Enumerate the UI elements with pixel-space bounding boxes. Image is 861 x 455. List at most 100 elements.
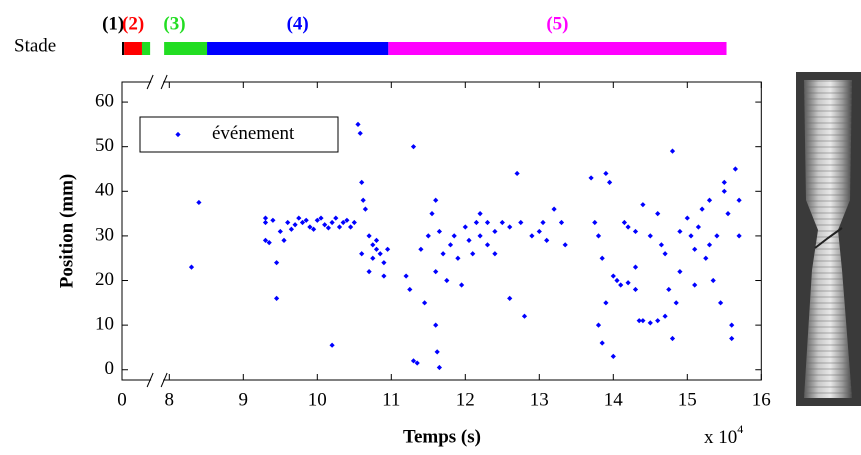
point xyxy=(410,144,417,150)
stage-label: Stade xyxy=(14,35,56,56)
point xyxy=(710,277,716,284)
point xyxy=(351,219,357,226)
axis-break-mark xyxy=(160,372,168,388)
point xyxy=(632,286,639,293)
point xyxy=(274,295,280,301)
point xyxy=(658,242,664,248)
point xyxy=(714,233,720,239)
point xyxy=(647,233,653,239)
y-tick-label: 0 xyxy=(105,358,115,379)
x-multiplier-exponent: 4 xyxy=(737,422,743,436)
point xyxy=(292,222,298,228)
point xyxy=(333,215,339,221)
point xyxy=(362,206,368,212)
point xyxy=(348,224,354,230)
series xyxy=(188,121,742,371)
point xyxy=(614,277,620,284)
point xyxy=(366,233,372,239)
point xyxy=(607,179,613,185)
point xyxy=(662,313,668,319)
point xyxy=(433,197,439,203)
point xyxy=(655,211,661,217)
stage-bar xyxy=(207,42,389,55)
y-tick-label: 40 xyxy=(95,180,114,201)
point xyxy=(603,170,609,177)
point xyxy=(492,251,498,257)
y-tick-label: 20 xyxy=(95,269,114,290)
point xyxy=(285,219,291,226)
point xyxy=(359,251,365,257)
point xyxy=(425,233,431,239)
y-axis-label: Position (mm) xyxy=(56,174,77,289)
point xyxy=(673,300,679,306)
stage-name: (3) xyxy=(163,13,185,34)
point xyxy=(618,282,624,288)
point xyxy=(311,226,317,232)
point xyxy=(422,300,428,306)
point xyxy=(666,286,672,293)
point xyxy=(436,364,442,371)
point xyxy=(473,219,479,226)
point xyxy=(414,360,420,366)
point xyxy=(621,219,627,226)
point xyxy=(721,179,727,185)
y-tick-label: 50 xyxy=(95,135,114,156)
point xyxy=(477,211,483,217)
point xyxy=(632,228,639,235)
stage-name: (2) xyxy=(122,13,144,34)
point xyxy=(499,219,505,226)
point xyxy=(688,233,694,239)
point xyxy=(340,219,346,226)
legend-label: événement xyxy=(212,123,295,144)
point xyxy=(459,282,465,288)
x-multiplier-base: x 10 xyxy=(704,427,737,448)
point xyxy=(736,197,742,203)
point xyxy=(196,199,202,206)
point xyxy=(366,268,372,275)
point xyxy=(357,130,363,136)
point xyxy=(434,349,440,355)
point xyxy=(377,251,383,257)
point xyxy=(318,215,324,221)
point xyxy=(703,255,709,261)
point xyxy=(721,188,727,194)
point xyxy=(732,166,738,172)
point xyxy=(729,335,735,342)
point xyxy=(599,340,605,346)
point xyxy=(736,233,742,239)
x-tick-label: 10 xyxy=(308,389,327,410)
x-tick-label: 11 xyxy=(382,389,400,410)
x-multiplier: x 104 xyxy=(704,422,743,449)
point xyxy=(303,217,309,223)
point xyxy=(706,197,713,203)
y-tick-label: 30 xyxy=(95,224,114,245)
legend-marker xyxy=(175,131,181,138)
axis-break-mark xyxy=(146,372,154,388)
x-tick-label: 15 xyxy=(678,389,697,410)
stage-bar xyxy=(122,42,125,55)
y-tick-label: 10 xyxy=(95,313,114,334)
point xyxy=(610,353,616,359)
point xyxy=(588,175,594,181)
point xyxy=(329,342,335,348)
point xyxy=(329,219,335,226)
point xyxy=(455,255,461,261)
point xyxy=(669,335,676,342)
point xyxy=(322,222,328,228)
point xyxy=(373,246,380,252)
point xyxy=(436,228,442,235)
point xyxy=(325,225,331,231)
point xyxy=(536,228,542,235)
point xyxy=(299,219,306,226)
point xyxy=(507,295,513,301)
point xyxy=(281,237,287,243)
point xyxy=(484,242,491,248)
point xyxy=(669,148,676,154)
plot-frame xyxy=(121,81,762,381)
point xyxy=(444,277,450,284)
y-tick-label: 60 xyxy=(95,90,114,111)
legend-box xyxy=(139,116,339,153)
point xyxy=(266,239,272,246)
point xyxy=(521,313,528,319)
